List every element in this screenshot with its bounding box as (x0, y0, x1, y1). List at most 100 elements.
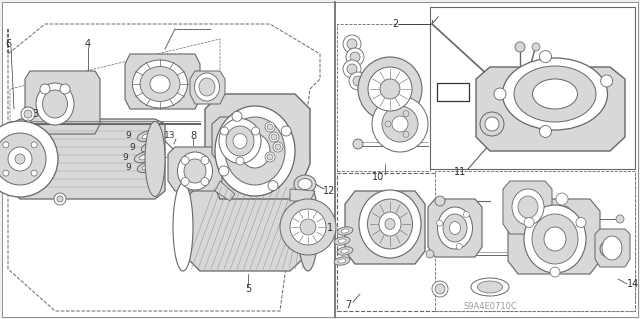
Ellipse shape (532, 79, 577, 109)
Circle shape (290, 209, 326, 245)
Ellipse shape (298, 183, 318, 271)
Ellipse shape (240, 134, 270, 168)
Circle shape (54, 193, 66, 205)
Polygon shape (476, 67, 625, 151)
Ellipse shape (134, 152, 156, 163)
Polygon shape (508, 199, 600, 274)
Circle shape (40, 84, 50, 94)
Ellipse shape (195, 73, 220, 101)
Ellipse shape (226, 126, 254, 156)
Ellipse shape (471, 278, 509, 296)
Circle shape (556, 193, 568, 205)
Ellipse shape (139, 154, 151, 160)
Polygon shape (25, 71, 100, 134)
Ellipse shape (334, 237, 350, 245)
Ellipse shape (502, 58, 607, 130)
Ellipse shape (298, 179, 312, 189)
Circle shape (265, 122, 275, 132)
Ellipse shape (443, 214, 467, 242)
Polygon shape (215, 181, 235, 201)
Circle shape (3, 142, 9, 148)
Circle shape (219, 166, 229, 176)
Circle shape (385, 121, 391, 127)
Circle shape (24, 120, 32, 128)
Circle shape (463, 211, 469, 218)
Ellipse shape (142, 133, 154, 139)
Ellipse shape (199, 78, 215, 96)
Ellipse shape (524, 205, 586, 273)
Circle shape (347, 64, 357, 74)
Polygon shape (125, 54, 200, 109)
Ellipse shape (173, 183, 193, 271)
Ellipse shape (532, 214, 578, 264)
Text: 2: 2 (392, 19, 398, 29)
Circle shape (280, 199, 336, 255)
Polygon shape (205, 94, 310, 199)
Circle shape (267, 154, 273, 160)
Circle shape (368, 67, 412, 111)
Bar (437, 83, 469, 101)
Circle shape (268, 181, 278, 191)
Circle shape (603, 244, 613, 254)
Polygon shape (190, 71, 225, 104)
Ellipse shape (341, 249, 349, 253)
Circle shape (15, 154, 25, 164)
Text: 8: 8 (190, 131, 196, 141)
Ellipse shape (477, 281, 502, 293)
Circle shape (347, 39, 357, 49)
Text: 10: 10 (372, 172, 384, 182)
Polygon shape (345, 191, 425, 264)
Ellipse shape (334, 257, 350, 265)
Circle shape (553, 217, 567, 231)
Circle shape (281, 126, 291, 136)
Polygon shape (503, 181, 552, 234)
Circle shape (31, 170, 37, 176)
Ellipse shape (145, 122, 165, 197)
Circle shape (236, 157, 244, 165)
Circle shape (300, 219, 316, 235)
Text: 13: 13 (164, 131, 176, 140)
Ellipse shape (294, 175, 316, 193)
Circle shape (540, 125, 552, 137)
Ellipse shape (341, 229, 349, 233)
Ellipse shape (225, 117, 285, 185)
Polygon shape (12, 119, 165, 199)
Circle shape (456, 243, 462, 249)
Circle shape (271, 134, 277, 140)
Polygon shape (290, 189, 315, 201)
Text: 4: 4 (85, 39, 91, 49)
Circle shape (252, 127, 260, 135)
Ellipse shape (337, 247, 353, 255)
Circle shape (267, 124, 273, 130)
Circle shape (524, 218, 534, 227)
Circle shape (432, 281, 448, 297)
Ellipse shape (438, 207, 472, 249)
Text: E-6: E-6 (444, 87, 462, 97)
Circle shape (181, 156, 189, 164)
Ellipse shape (36, 83, 74, 125)
Ellipse shape (138, 161, 159, 173)
Text: 9: 9 (125, 131, 131, 140)
Ellipse shape (177, 152, 212, 190)
Circle shape (435, 196, 445, 206)
Circle shape (480, 112, 504, 136)
Circle shape (485, 117, 499, 131)
Circle shape (24, 110, 32, 118)
Ellipse shape (514, 66, 596, 122)
Circle shape (515, 42, 525, 52)
Ellipse shape (150, 75, 170, 93)
Text: S9A4E0710C: S9A4E0710C (463, 302, 517, 311)
Circle shape (372, 96, 428, 152)
Ellipse shape (385, 219, 395, 229)
Ellipse shape (142, 164, 154, 170)
Ellipse shape (215, 106, 295, 196)
Ellipse shape (140, 66, 180, 101)
Circle shape (57, 196, 63, 202)
Circle shape (343, 60, 361, 78)
Text: 6: 6 (5, 39, 11, 49)
Ellipse shape (184, 159, 206, 183)
Text: 1: 1 (327, 223, 333, 233)
Ellipse shape (337, 227, 353, 235)
Circle shape (382, 106, 418, 142)
Circle shape (350, 52, 360, 62)
